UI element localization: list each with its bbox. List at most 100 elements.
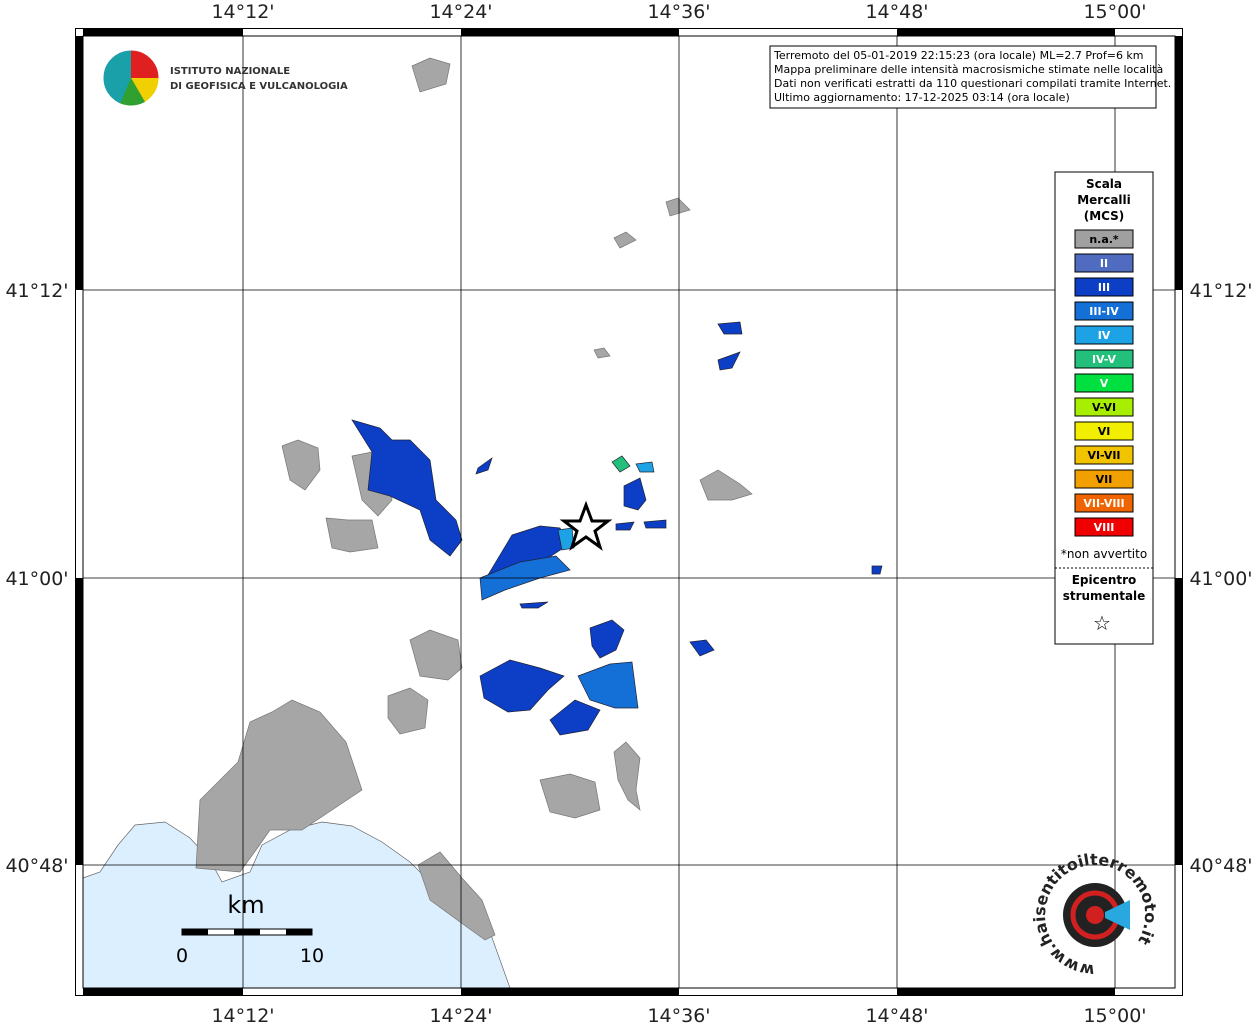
- scale-segment: [286, 929, 312, 935]
- badge-wave: [1105, 900, 1130, 930]
- area: [589, 619, 625, 659]
- lat-label: 41°12': [1189, 280, 1252, 302]
- scale-label: 10: [300, 945, 324, 967]
- scale-bar: km 0 10: [176, 891, 324, 967]
- legend-swatch: [1074, 421, 1134, 441]
- epicenter-star: [559, 500, 613, 551]
- area: [613, 231, 637, 249]
- area: [549, 699, 601, 736]
- area: [635, 461, 655, 473]
- graticule: [83, 36, 1175, 988]
- legend-swatch: [1074, 277, 1134, 297]
- legend-note: *non avvertito: [1061, 547, 1147, 561]
- lon-label: 14°48': [865, 1, 928, 23]
- legend-swatch: [1074, 253, 1134, 273]
- legend-swatch: [1074, 373, 1134, 393]
- legend-label: IV-V: [1092, 353, 1117, 366]
- legend-swatch: [1074, 469, 1134, 489]
- frame-bar: [75, 36, 83, 290]
- legend-label: III-IV: [1089, 305, 1119, 318]
- frame-bar: [83, 988, 243, 996]
- frame-bar: [897, 28, 1115, 36]
- legend-label: V: [1100, 377, 1109, 390]
- legend-swatch: [1074, 517, 1134, 537]
- logo-text: DI GEOFISICA E VULCANOLOGIA: [170, 81, 348, 92]
- legend-label: n.a.*: [1089, 233, 1119, 246]
- legend-epicenter: Epicentro: [1072, 573, 1137, 587]
- municipalities-na: [195, 57, 753, 941]
- scale-segment: [182, 929, 208, 935]
- lon-label: 15°00': [1083, 1005, 1146, 1024]
- legend-swatch: [1074, 493, 1134, 513]
- info-box: [769, 45, 1157, 109]
- logo-text: ISTITUTO NAZIONALE: [170, 66, 290, 77]
- area: [623, 477, 647, 511]
- legend-star: ☆: [1093, 611, 1111, 635]
- legend-label: V-VI: [1092, 401, 1116, 414]
- area: [871, 565, 883, 575]
- area: [557, 527, 575, 551]
- scale-label: 0: [176, 945, 188, 967]
- legend-swatch: [1074, 397, 1134, 417]
- lat-label: 40°48': [1189, 855, 1252, 877]
- lon-label: 15°00': [1083, 1, 1146, 23]
- area: [665, 197, 691, 217]
- scale-segment: [234, 929, 260, 935]
- lat-label: 41°12': [5, 280, 68, 302]
- frame-bar: [897, 988, 1115, 996]
- legend-title: (MCS): [1084, 209, 1125, 223]
- frame-bar: [461, 28, 679, 36]
- legend-label: II: [1100, 257, 1108, 270]
- legend-label: VI: [1098, 425, 1111, 438]
- axis-labels: 14°12' 14°12' 14°24' 14°24' 14°36' 14°36' 14°4…: [5, 1, 1252, 1024]
- area: [689, 639, 715, 657]
- area: [717, 351, 741, 371]
- lat-label: 40°48': [5, 855, 68, 877]
- badge-core: [1086, 906, 1104, 924]
- lat-label: 41°00': [1189, 568, 1252, 590]
- frame-bar: [75, 578, 83, 865]
- legend-swatch: [1074, 301, 1134, 321]
- lon-label: 14°36': [647, 1005, 710, 1024]
- area: [479, 659, 565, 713]
- info-line: Dati non verificati estratti da 110 ques…: [774, 77, 1171, 90]
- area: [643, 519, 667, 529]
- ingv-logo: ISTITUTO NAZIONALE DI GEOFISICA E VULCAN…: [102, 49, 348, 107]
- lat-label: 41°00': [5, 568, 68, 590]
- frame-bar: [1175, 36, 1183, 290]
- legend-label: VII-VIII: [1083, 497, 1124, 510]
- area: [613, 741, 641, 811]
- area: [411, 57, 451, 93]
- legend-label: VI-VII: [1087, 449, 1120, 462]
- lon-label: 14°48': [865, 1005, 928, 1024]
- area: [717, 321, 743, 335]
- legend-swatch: [1074, 445, 1134, 465]
- legend-title: Scala: [1086, 177, 1122, 191]
- area: [409, 629, 463, 681]
- area: [519, 601, 549, 609]
- legend: ScalaMercalli(MCS)n.a.*IIIIIIII-IVIVIV-V…: [1055, 177, 1153, 635]
- area: [577, 661, 639, 709]
- logo-segment: [131, 50, 159, 78]
- lon-label: 14°24': [429, 1005, 492, 1024]
- area: [611, 455, 631, 473]
- legend-swatch: [1074, 325, 1134, 345]
- frame-bar: [461, 988, 679, 996]
- area: [699, 469, 753, 501]
- legend-label: IV: [1098, 329, 1111, 342]
- area: [387, 687, 429, 735]
- info-line: Ultimo aggiornamento: 17-12-2025 03:14 (…: [774, 91, 1070, 104]
- area: [325, 517, 379, 553]
- municipalities-intensity: [351, 321, 883, 736]
- legend-swatch: [1074, 349, 1134, 369]
- area: [195, 699, 363, 873]
- frame: [75, 28, 1183, 996]
- legend-label: VIII: [1094, 521, 1115, 534]
- area: [417, 851, 496, 941]
- logo-segment: [120, 78, 145, 107]
- logo-outline: [102, 49, 160, 107]
- legend-label: VII: [1096, 473, 1113, 486]
- info-text: Terremoto del 05-01-2019 22:15:23 (ora l…: [773, 49, 1171, 104]
- area: [475, 457, 493, 475]
